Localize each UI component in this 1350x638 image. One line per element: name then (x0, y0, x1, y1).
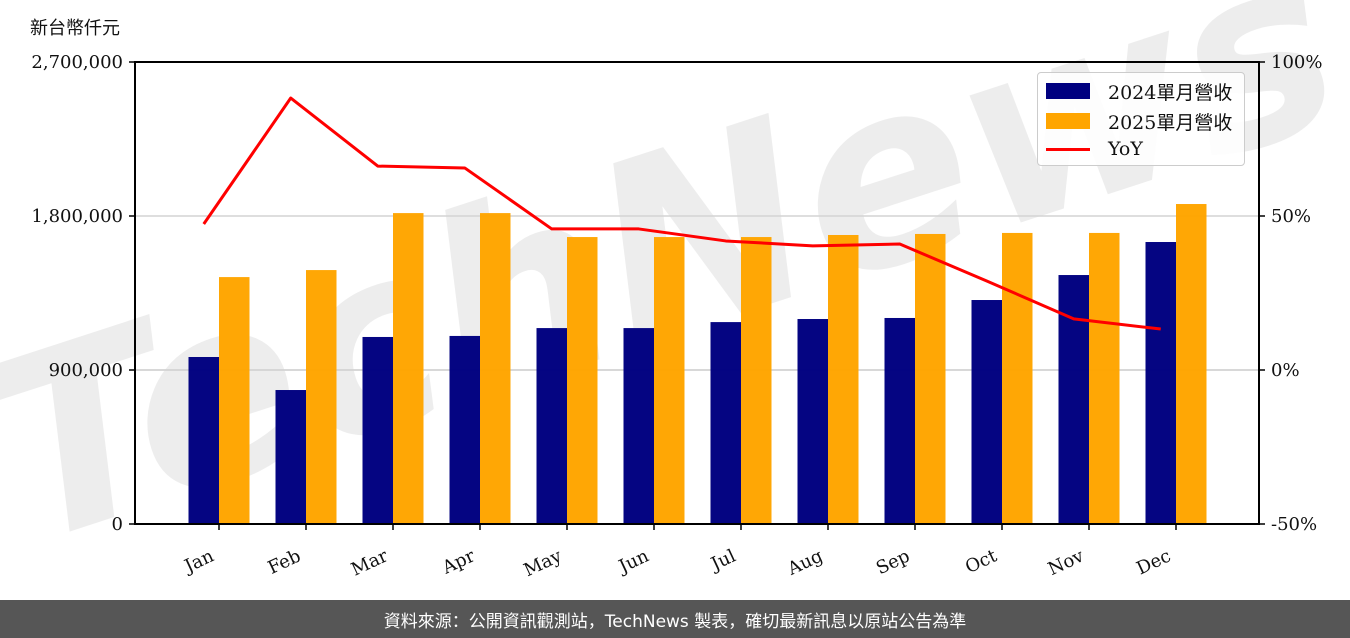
legend-label-2024: 2024單月營收 (1108, 81, 1233, 104)
bar-2024-mar (362, 336, 393, 524)
bar-2025-nov (1089, 232, 1120, 524)
source-footer: 資料來源：公開資訊觀測站，TechNews 製表，確切最新訊息以原站公告為準 (0, 600, 1350, 638)
bar-2024-aug (797, 319, 828, 524)
bar-2024-apr (449, 335, 480, 524)
x-tick-label-mar: Mar (348, 545, 391, 580)
legend-swatch-2025-icon (1046, 113, 1090, 129)
bar-2024-jun (623, 328, 654, 524)
legend-label-yoy: YoY (1108, 138, 1143, 160)
bar-2025-jul (741, 237, 772, 524)
yoy-line (202, 96, 1161, 331)
x-tick-label-jun: Jun (614, 545, 653, 578)
y2-tick-label: 100% (1271, 52, 1322, 73)
y-tick-label: 2,700,000 (31, 52, 123, 73)
plot-frame (134, 61, 1260, 525)
x-tick-label-apr: Apr (438, 545, 478, 579)
x-tick-label-sep: Sep (873, 545, 913, 579)
bar-2025-may (567, 237, 598, 524)
bar-2025-feb (306, 270, 337, 524)
bar-2024-nov (1058, 275, 1089, 524)
bar-2024-oct (971, 300, 1002, 524)
chart-legend: 2024單月營收 2025單月營收 YoY (1037, 72, 1245, 166)
bar-2025-aug (828, 234, 859, 524)
bar-2024-dec (1145, 242, 1176, 524)
y-tick-label: 0 (112, 514, 123, 535)
bar-2025-jan (219, 277, 250, 524)
bar-2025-apr (480, 213, 511, 524)
legend-item-2025: 2025單月營收 (1046, 109, 1233, 134)
bar-2025-dec (1176, 204, 1207, 524)
bar-2024-jan (188, 356, 219, 524)
x-tick-label-may: May (521, 545, 566, 581)
x-tick-label-aug: Aug (784, 545, 827, 580)
x-tick-label-jul: Jul (706, 545, 739, 575)
legend-item-yoy: YoY (1046, 137, 1143, 161)
y2-tick-label: 50% (1271, 206, 1311, 227)
x-tick-label-feb: Feb (265, 545, 304, 578)
y-tick-label: 900,000 (49, 360, 123, 381)
bar-2025-mar (393, 213, 424, 524)
legend-swatch-2024-icon (1046, 83, 1090, 99)
bar-2024-sep (884, 317, 915, 524)
x-tick-label-nov: Nov (1045, 545, 1088, 580)
legend-line-yoy-icon (1046, 147, 1090, 151)
x-tick-label-oct: Oct (962, 545, 1001, 578)
y2-tick-label: -50% (1271, 514, 1317, 535)
y-axis-unit-label: 新台幣仟元 (30, 18, 120, 39)
bar-2024-feb (275, 390, 306, 524)
bar-2024-jul (710, 322, 741, 524)
bar-2025-sep (915, 233, 946, 524)
x-tick-label-dec: Dec (1133, 545, 1174, 579)
legend-label-2025: 2025單月營收 (1108, 111, 1233, 134)
source-footer-text: 資料來源：公開資訊觀測站，TechNews 製表，確切最新訊息以原站公告為準 (383, 611, 967, 632)
legend-item-2024: 2024單月營收 (1046, 79, 1233, 104)
y2-tick-label: 0% (1271, 360, 1300, 381)
bar-2025-jun (654, 237, 685, 524)
bar-2024-may (536, 328, 567, 524)
chart-container: TechNews 0 900,000 1,800,000 2,700,000 -50% 0%… (0, 0, 1350, 600)
y-tick-label: 1,800,000 (31, 206, 123, 227)
bar-2025-oct (1002, 232, 1033, 524)
